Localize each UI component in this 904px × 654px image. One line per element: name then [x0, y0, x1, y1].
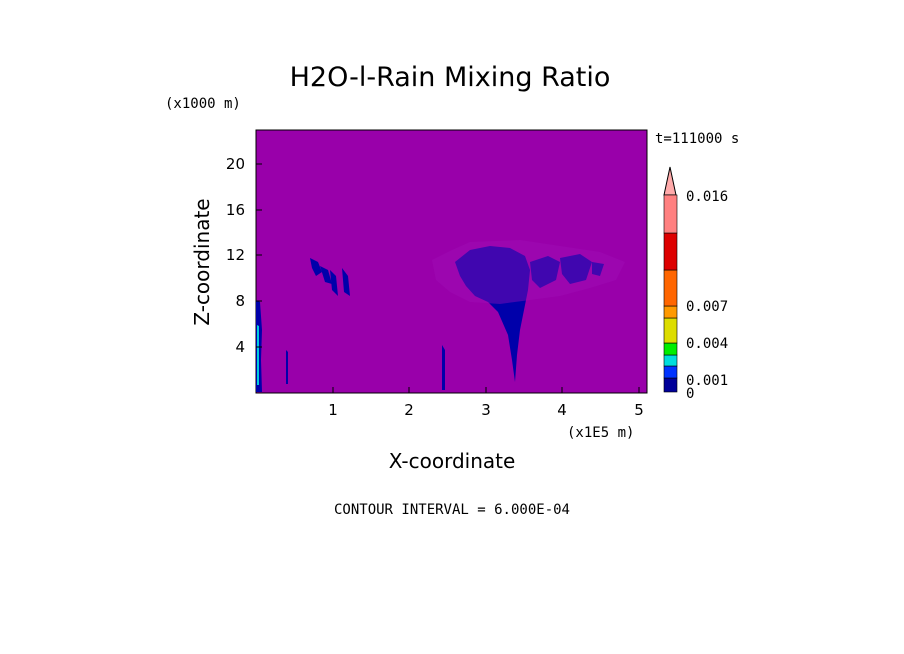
x-tick-label: 5	[634, 401, 644, 419]
colorbar-segment	[663, 194, 678, 234]
colorbar	[663, 166, 678, 393]
y-tick-label: 8	[235, 292, 245, 310]
x-tick-label: 4	[557, 401, 567, 419]
colorbar-label: 0.016	[686, 189, 728, 205]
rain-feature-cluster-4	[342, 268, 350, 296]
colorbar-segment	[663, 377, 678, 393]
colorbar-segment	[663, 232, 678, 271]
plot-area	[255, 129, 648, 394]
rain-feature-anvil-1	[530, 256, 560, 288]
rain-feature-left-edge-cyan	[257, 325, 259, 385]
rain-haze-storm	[432, 240, 625, 304]
colorbar-segment	[663, 365, 678, 379]
colorbar-extend-arrow	[663, 166, 677, 196]
colorbar-label: 0.004	[686, 336, 728, 352]
rain-feature-cluster-1	[310, 258, 322, 276]
rain-feature-main-storm	[455, 246, 530, 382]
time-label: t=111000 s	[655, 131, 739, 147]
colorbar-label: 0	[686, 386, 694, 402]
chart-title: H2O-l-Rain Mixing Ratio	[290, 62, 611, 93]
rain-feature-anvil-2	[560, 254, 592, 284]
rain-feature-column-2	[442, 345, 445, 390]
y-axis	[256, 163, 262, 348]
y-tick-label: 16	[226, 201, 245, 219]
colorbar-segment	[663, 269, 678, 307]
y-axis-label: Z-coordinate	[190, 198, 214, 325]
rain-feature-cluster-3	[330, 270, 338, 296]
x-tick-label: 3	[481, 401, 491, 419]
rain-feature-cluster-2	[320, 266, 332, 284]
colorbar-label: 0.007	[686, 299, 728, 315]
colorbar-segment	[663, 342, 678, 356]
y-tick-label: 12	[226, 246, 245, 264]
colorbar-segment	[663, 305, 678, 319]
x-tick-label: 1	[328, 401, 338, 419]
rain-haze	[432, 240, 625, 304]
x-axis-label: X-coordinate	[389, 449, 516, 473]
colorbar-label: 0.001	[686, 373, 728, 389]
rain-feature-anvil-3	[592, 262, 604, 276]
colorbar-segment	[663, 317, 678, 344]
x-unit-label: (x1E5 m)	[567, 425, 634, 441]
y-unit-label: (x1000 m)	[165, 96, 241, 112]
x-axis	[332, 387, 640, 393]
y-tick-label: 4	[235, 338, 245, 356]
rain-feature-column-1	[286, 350, 288, 384]
x-tick-label: 2	[404, 401, 414, 419]
colorbar-segment	[663, 354, 678, 367]
contour-interval-text: CONTOUR INTERVAL = 6.000E-04	[334, 502, 570, 518]
y-tick-label: 20	[226, 155, 245, 173]
rain-features	[256, 246, 604, 392]
